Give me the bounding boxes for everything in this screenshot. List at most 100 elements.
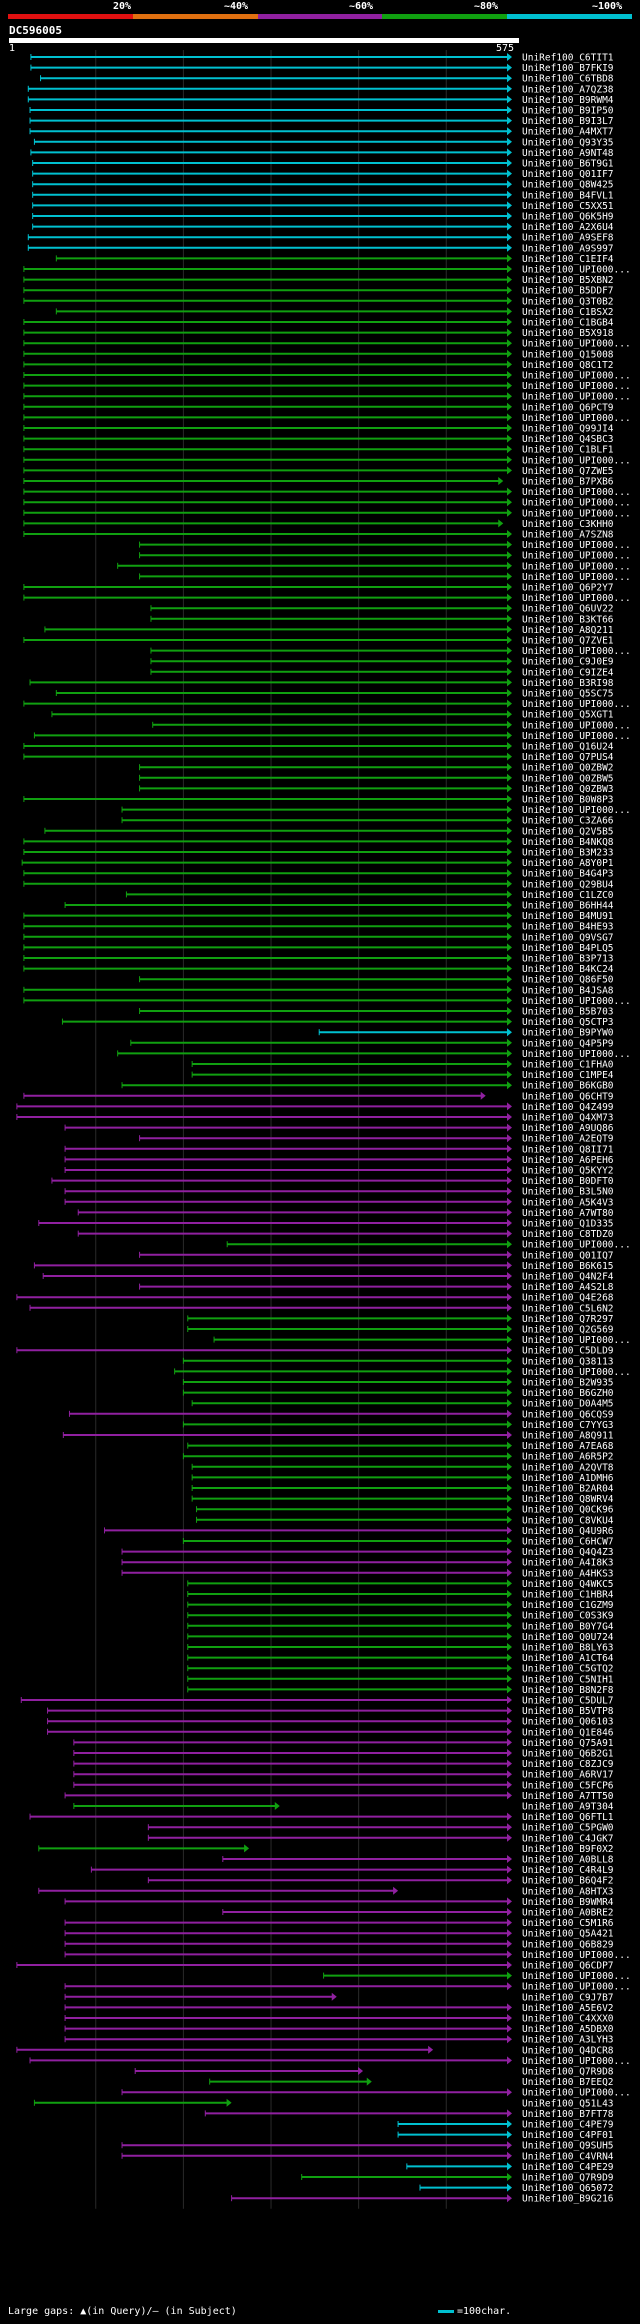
hit-label[interactable]: UniRef100_A4MXT7: [522, 127, 614, 138]
hit-row[interactable]: UniRef100_C1HBR4: [187, 1590, 614, 1601]
hit-row[interactable]: UniRef100_C4JGK7: [147, 1833, 614, 1844]
hit-label[interactable]: UniRef100_B6K615: [522, 1261, 614, 1272]
hit-label[interactable]: UniRef100_B6T9G1: [522, 159, 614, 170]
hit-label[interactable]: UniRef100_Q2V5B5: [522, 826, 614, 837]
hit-row[interactable]: UniRef100_UPI000...: [139, 572, 631, 583]
hit-label[interactable]: UniRef100_Q9VSG7: [522, 932, 614, 943]
hit-row[interactable]: UniRef100_B4FVL1: [32, 190, 614, 201]
hit-row[interactable]: UniRef100_Q4P5P9: [130, 1038, 614, 1049]
hit-row[interactable]: UniRef100_B6T9G1: [32, 159, 614, 170]
hit-row[interactable]: UniRef100_UPI000...: [150, 646, 631, 657]
hit-row[interactable]: UniRef100_B4KC24: [23, 964, 614, 975]
hit-row[interactable]: UniRef100_B6KGB0: [121, 1081, 614, 1092]
hit-label[interactable]: UniRef100_Q7PUS4: [522, 752, 614, 763]
hit-label[interactable]: UniRef100_B0DFT0: [522, 1176, 614, 1187]
hit-row[interactable]: UniRef100_C5DUL7: [20, 1696, 614, 1707]
hit-label[interactable]: UniRef100_UPI000...: [522, 381, 631, 392]
hit-row[interactable]: UniRef100_Q7ZVE1: [23, 636, 614, 647]
hit-label[interactable]: UniRef100_C4JGK7: [522, 1833, 614, 1844]
hit-label[interactable]: UniRef100_C5DLD9: [522, 1346, 614, 1357]
hit-row[interactable]: UniRef100_B3RI98: [29, 678, 614, 689]
hit-label[interactable]: UniRef100_B0W8P3: [522, 795, 614, 806]
hit-label[interactable]: UniRef100_C3ZA66: [522, 816, 614, 827]
hit-row[interactable]: UniRef100_C1MPE4: [191, 1070, 614, 1081]
hit-row[interactable]: UniRef100_C1BLF1: [23, 445, 614, 456]
hit-label[interactable]: UniRef100_Q5KYY2: [522, 1166, 614, 1177]
hit-label[interactable]: UniRef100_A9S997: [522, 243, 614, 254]
hit-label[interactable]: UniRef100_B7FT78: [522, 2109, 614, 2120]
hit-label[interactable]: UniRef100_A9T304: [522, 1802, 614, 1813]
hit-row[interactable]: UniRef100_B4NKQ8: [23, 837, 614, 848]
hit-label[interactable]: UniRef100_Q6PCT9: [522, 402, 614, 413]
hit-row[interactable]: UniRef100_C1FHA0: [191, 1060, 614, 1071]
hit-label[interactable]: UniRef100_A6R5P2: [522, 1452, 614, 1463]
hit-label[interactable]: UniRef100_Q0U724: [522, 1632, 614, 1643]
hit-row[interactable]: UniRef100_C4PF01: [397, 2130, 614, 2141]
hit-row[interactable]: UniRef100_UPI000...: [213, 1335, 631, 1346]
hit-label[interactable]: UniRef100_C6TBD8: [522, 74, 614, 85]
hit-label[interactable]: UniRef100_UPI000...: [522, 455, 631, 466]
hit-row[interactable]: UniRef100_C9J0E9: [150, 657, 614, 668]
hit-label[interactable]: UniRef100_Q9SUH5: [522, 2141, 614, 2152]
hit-label[interactable]: UniRef100_Q0ZBW2: [522, 763, 614, 774]
hit-label[interactable]: UniRef100_UPI000...: [522, 720, 631, 731]
hit-label[interactable]: UniRef100_Q5CTP3: [522, 1017, 614, 1028]
hit-row[interactable]: UniRef100_Q7ZWE5: [23, 466, 614, 477]
hit-label[interactable]: UniRef100_Q2G569: [522, 1325, 614, 1336]
hit-row[interactable]: UniRef100_C1LZC0: [125, 890, 614, 901]
hit-row[interactable]: UniRef100_Q0ZBW3: [139, 784, 614, 795]
hit-label[interactable]: UniRef100_B9RWM4: [522, 95, 614, 106]
hit-label[interactable]: UniRef100_UPI000...: [522, 572, 631, 583]
hit-row[interactable]: UniRef100_A9S997: [27, 243, 614, 254]
hit-row[interactable]: UniRef100_Q4DCR8: [16, 2045, 614, 2056]
hit-row[interactable]: UniRef100_Q6P2Y7: [23, 583, 614, 594]
hit-row[interactable]: UniRef100_B3P713: [23, 954, 614, 965]
hit-label[interactable]: UniRef100_Q8C1T2: [522, 360, 614, 371]
hit-label[interactable]: UniRef100_C1MPE4: [522, 1070, 614, 1081]
hit-label[interactable]: UniRef100_B5DDF7: [522, 286, 614, 297]
hit-row[interactable]: UniRef100_Q65072: [419, 2183, 614, 2194]
hit-label[interactable]: UniRef100_Q5XGT1: [522, 710, 614, 721]
hit-label[interactable]: UniRef100_Q4P5P9: [522, 1038, 614, 1049]
hit-label[interactable]: UniRef100_Q01IQ7: [522, 1250, 614, 1261]
hit-label[interactable]: UniRef100_Q7R9D9: [522, 2173, 614, 2184]
hit-row[interactable]: UniRef100_UPI000...: [121, 2088, 631, 2099]
hit-row[interactable]: UniRef100_Q5CTP3: [61, 1017, 614, 1028]
hit-label[interactable]: UniRef100_UPI000...: [522, 996, 631, 1007]
hit-row[interactable]: UniRef100_UPI000...: [23, 996, 631, 1007]
hit-row[interactable]: UniRef100_B7EEQ2: [209, 2077, 614, 2088]
hit-label[interactable]: UniRef100_Q8II71: [522, 1144, 614, 1155]
hit-label[interactable]: UniRef100_B6GZH0: [522, 1388, 614, 1399]
hit-label[interactable]: UniRef100_C9IZE4: [522, 667, 614, 678]
hit-row[interactable]: UniRef100_C9J7B7: [64, 1992, 614, 2003]
hit-label[interactable]: UniRef100_UPI000...: [522, 1049, 631, 1060]
hit-row[interactable]: UniRef100_Q38113: [182, 1356, 614, 1367]
hit-label[interactable]: UniRef100_Q6CQS9: [522, 1409, 614, 1420]
hit-row[interactable]: UniRef100_B9I3L7: [29, 116, 614, 127]
hit-row[interactable]: UniRef100_B4JSA8: [23, 985, 614, 996]
hit-row[interactable]: UniRef100_UPI000...: [23, 381, 631, 392]
hit-row[interactable]: UniRef100_UPI000...: [117, 561, 631, 572]
hit-label[interactable]: UniRef100_UPI000...: [522, 392, 631, 403]
hit-label[interactable]: UniRef100_UPI000...: [522, 561, 631, 572]
hit-label[interactable]: UniRef100_UPI000...: [522, 2088, 631, 2099]
hit-row[interactable]: UniRef100_UPI000...: [33, 731, 631, 742]
hit-row[interactable]: UniRef100_A7QZ38: [27, 84, 614, 95]
hit-label[interactable]: UniRef100_Q93Y35: [522, 137, 614, 148]
hit-row[interactable]: UniRef100_B6Q4F2: [147, 1876, 614, 1887]
hit-label[interactable]: UniRef100_C4XXX0: [522, 2014, 614, 2025]
hit-label[interactable]: UniRef100_B4PLQ5: [522, 943, 614, 954]
hit-row[interactable]: UniRef100_B6GZH0: [182, 1388, 614, 1399]
hit-row[interactable]: UniRef100_Q8C1T2: [23, 360, 614, 371]
hit-row[interactable]: UniRef100_Q0CK96: [196, 1505, 614, 1516]
hit-label[interactable]: UniRef100_C7YYG3: [522, 1420, 614, 1431]
hit-label[interactable]: UniRef100_B9F0X2: [522, 1844, 614, 1855]
hit-row[interactable]: UniRef100_C8VKU4: [196, 1515, 614, 1526]
hit-row[interactable]: UniRef100_B9IP50: [29, 106, 614, 117]
hit-label[interactable]: UniRef100_UPI000...: [522, 731, 631, 742]
hit-row[interactable]: UniRef100_A2EQT9: [139, 1134, 614, 1145]
hit-row[interactable]: UniRef100_B9WMR4: [64, 1897, 614, 1908]
hit-label[interactable]: UniRef100_C1LZC0: [522, 890, 614, 901]
hit-row[interactable]: UniRef100_C6TBD8: [40, 74, 614, 85]
hit-label[interactable]: UniRef100_B2AR04: [522, 1484, 614, 1495]
